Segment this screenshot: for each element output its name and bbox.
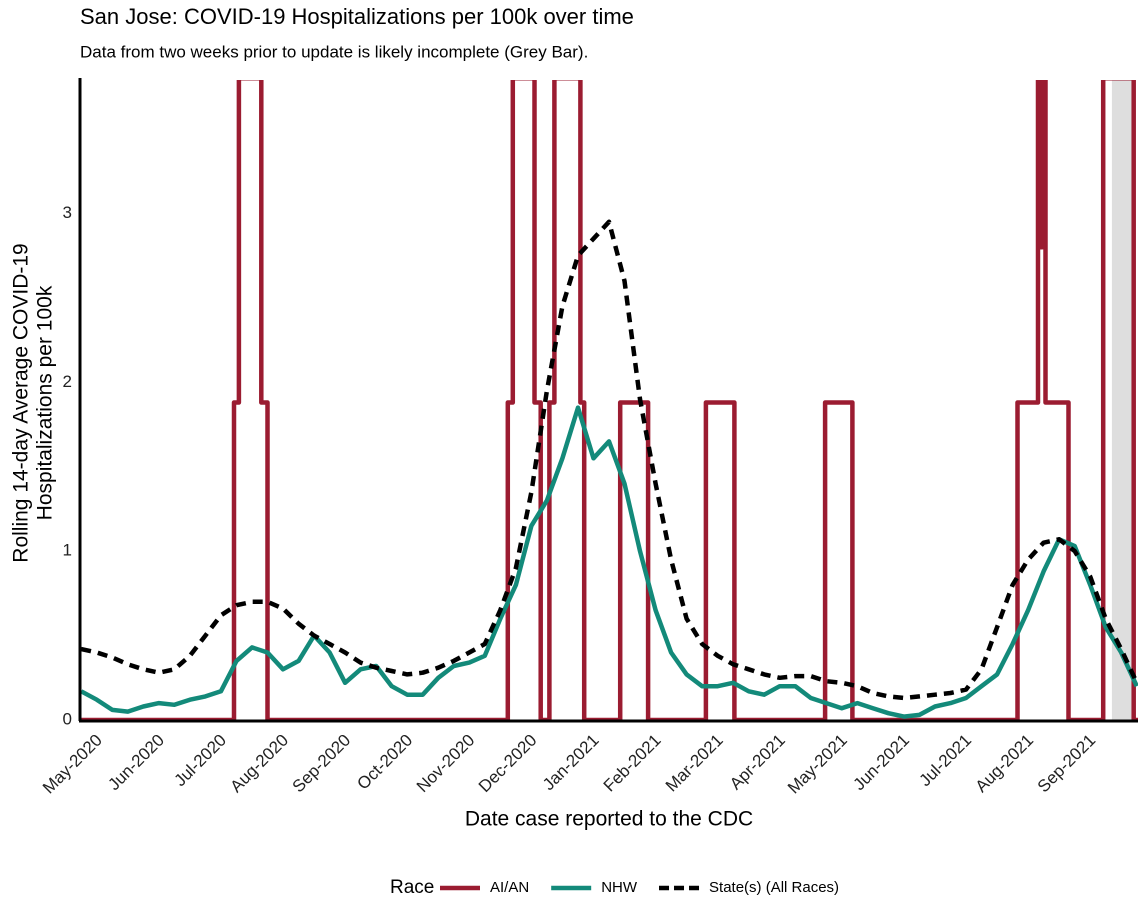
y-axis-title-line: Hospitalizations per 100k [34,285,57,520]
x-tick-label: Sep-2020 [289,731,355,797]
x-tick-label: Feb-2021 [600,731,665,796]
x-tick-label: Mar-2021 [662,731,727,796]
y-axis-title: Rolling 14-day Average COVID-19 Hospital… [10,243,57,562]
legend-title: Race [390,877,434,898]
y-tick-label: 2 [63,372,72,391]
x-tick-label: Aug-2020 [227,731,293,797]
series-line [80,219,1138,701]
x-tick-label: Jul-2021 [916,731,976,791]
x-tick-label: May-2021 [784,731,851,798]
x-tick-label: Jul-2020 [170,731,230,791]
x-axis-title: Date case reported to the CDC [465,808,753,831]
chart-title: San Jose: COVID-19 Hospitalizations per … [80,4,634,29]
x-tick-label: Dec-2020 [475,731,541,797]
legend-label: NHW [601,879,638,896]
incomplete-data-bar [1111,80,1134,720]
x-tick-label: Jan-2021 [539,731,603,795]
series-line [80,405,1138,719]
legend-label: AI/AN [490,879,529,896]
shade-layer [1111,80,1134,720]
x-tick-label: Apr-2021 [726,731,789,794]
x-tick-label: Aug-2021 [972,731,1038,797]
x-tick-label: Jun-2021 [849,731,913,795]
legend: Race AI/AN NHW State(s) (All Races) [390,877,839,898]
x-tick-label: May-2020 [39,731,106,798]
x-tick-label: Oct-2020 [353,731,416,794]
x-tick-label: Sep-2021 [1034,731,1100,797]
series-line [80,80,1138,720]
y-axis-title-line: Rolling 14-day Average COVID-19 [10,243,33,562]
y-tick-label: 0 [63,709,72,728]
legend-label: State(s) (All Races) [709,879,839,896]
x-tick-label: Nov-2020 [413,731,479,797]
chart-subtitle: Data from two weeks prior to update is l… [80,42,588,61]
y-tick-label: 1 [63,541,72,560]
plot-area [80,80,1138,720]
y-tick-label: 3 [63,203,72,222]
x-tick-label: Jun-2020 [104,731,168,795]
